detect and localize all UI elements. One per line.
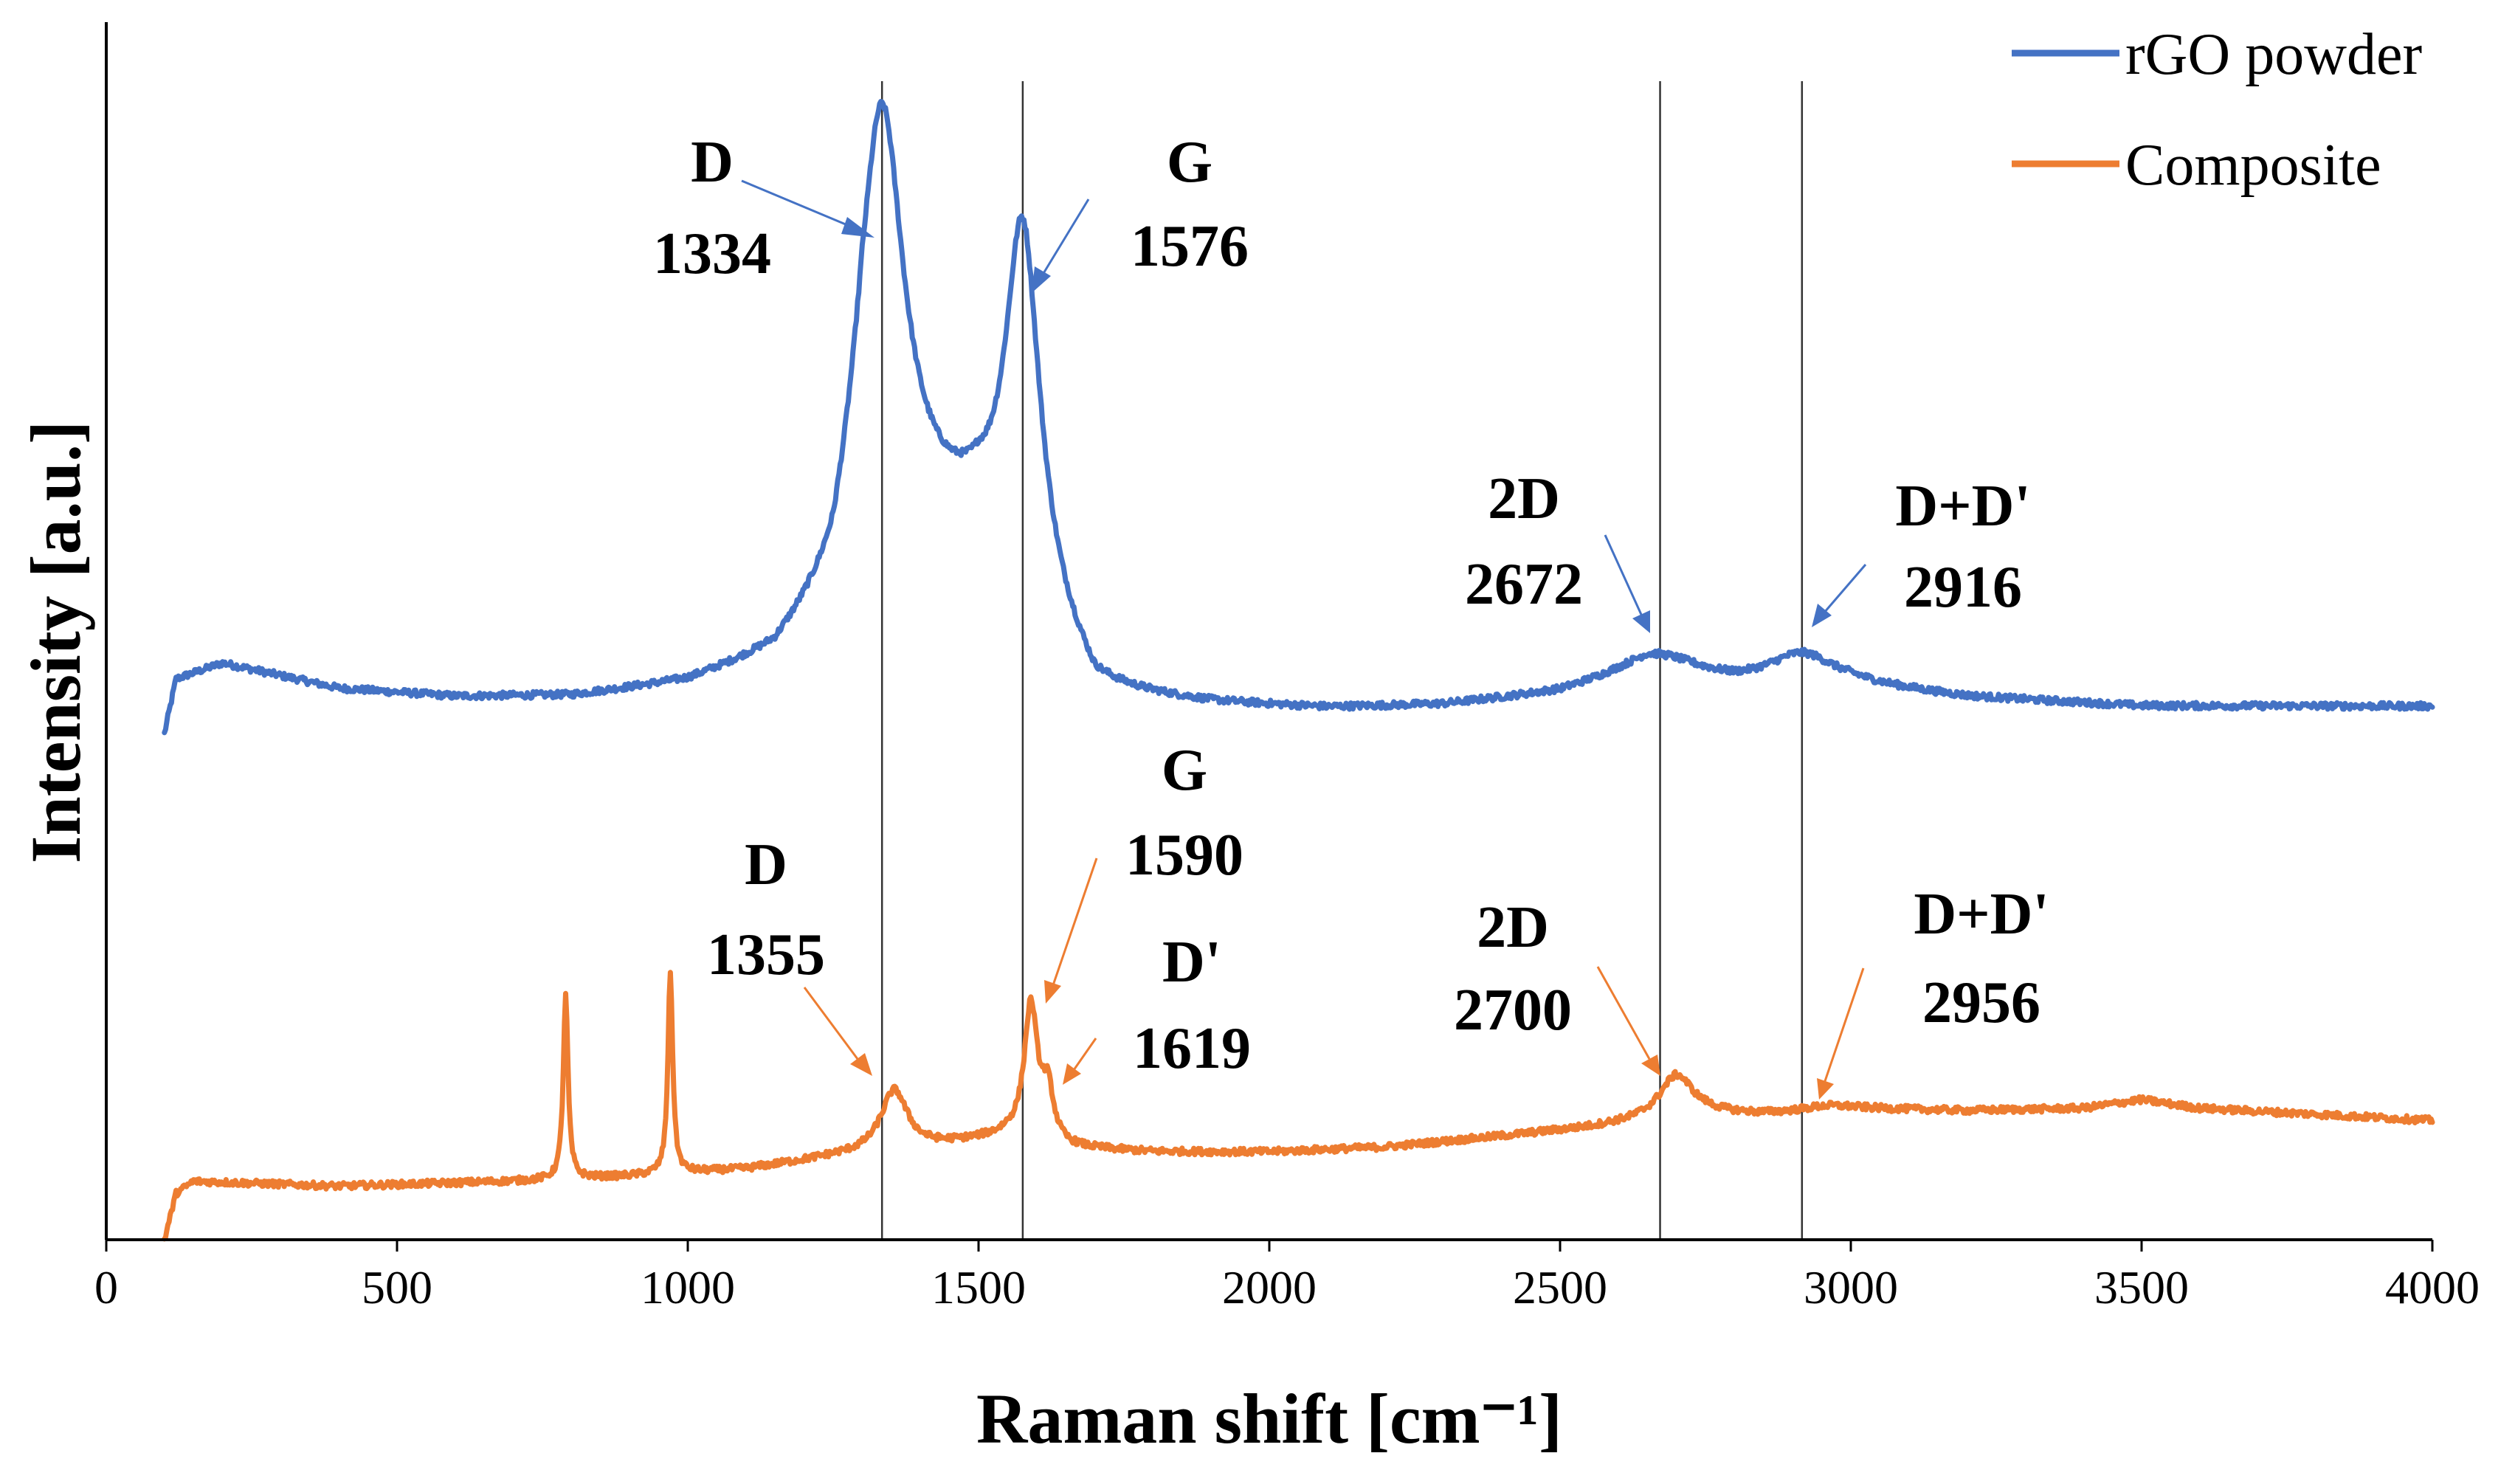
- ann-rgo-g-name: G: [1167, 130, 1212, 195]
- x-tick-label: 0: [94, 1261, 118, 1314]
- series-layer: [162, 99, 2435, 1242]
- ann-comp-dp-name: D': [1162, 930, 1221, 995]
- arrowhead-rgo-g: [1032, 266, 1051, 293]
- series-line-rgo-powder: [162, 99, 2435, 736]
- arrowhead-rgo-dd: [1812, 604, 1832, 627]
- ann-comp-2d-name: 2D: [1477, 895, 1549, 960]
- arrowhead-comp-dp: [1063, 1063, 1081, 1085]
- ann-rgo-dd-value: 2916: [1904, 555, 2022, 620]
- ann-rgo-d-value: 1334: [653, 221, 771, 286]
- ann-rgo-d-name: D: [691, 130, 734, 195]
- ann-rgo-2d-value: 2672: [1465, 552, 1583, 617]
- arrow-rgo-g: [1041, 199, 1090, 275]
- x-tick-label: 2000: [1222, 1261, 1317, 1314]
- x-ticks: [105, 1240, 2434, 1252]
- x-tick-label: 2500: [1513, 1261, 1607, 1314]
- ann-comp-dd-name: D+D': [1914, 882, 2049, 947]
- arrow-rgo-d: [741, 179, 857, 230]
- arrowhead-comp-2d: [1641, 1055, 1660, 1076]
- ann-comp-d-value: 1355: [707, 922, 825, 987]
- legend-label-rgo: rGO powder: [2125, 22, 2422, 87]
- arrowhead-comp-g: [1044, 980, 1061, 1004]
- reference-lines: [880, 81, 1804, 1240]
- arrowhead-comp-dd: [1817, 1078, 1834, 1100]
- annotation-arrows: [741, 179, 1867, 1100]
- ann-comp-dd-value: 2956: [1922, 970, 2040, 1035]
- series-line-composite: [162, 970, 2435, 1242]
- x-tick-labels: 0 500 1000 1500 2000 2500 3000 3500 4000: [94, 1261, 2480, 1314]
- arrow-comp-2d: [1596, 966, 1651, 1060]
- ann-comp-g-name: G: [1162, 738, 1207, 803]
- arrow-comp-dd: [1824, 967, 1865, 1082]
- arrowhead-rgo-d: [841, 217, 874, 238]
- arrow-rgo-dd: [1823, 564, 1867, 613]
- ann-comp-2d-value: 2700: [1454, 978, 1572, 1043]
- legend-label-composite: Composite: [2125, 133, 2381, 198]
- ann-comp-dp-value: 1619: [1133, 1016, 1251, 1081]
- ann-comp-g-value: 1590: [1125, 823, 1243, 888]
- x-tick-label: 4000: [2385, 1261, 2480, 1314]
- x-axis-title: Raman shift [cm⁻¹]: [976, 1379, 1562, 1458]
- ann-rgo-dd-name: D+D': [1895, 474, 2030, 539]
- x-tick-label: 3000: [1804, 1261, 1898, 1314]
- ann-rgo-g-value: 1576: [1131, 214, 1249, 279]
- arrow-comp-dp: [1072, 1038, 1097, 1071]
- annotation-labels: D 1334 G 1576 2D 2672 D+D' 2916 D 1355 G…: [653, 130, 2049, 1081]
- x-tick-label: 500: [362, 1261, 432, 1314]
- legend: rGO powder Composite: [2012, 22, 2422, 198]
- arrow-rgo-2d: [1604, 534, 1643, 617]
- x-tick-label: 1000: [641, 1261, 735, 1314]
- arrowhead-rgo-2d: [1632, 610, 1650, 633]
- ann-comp-d-name: D: [745, 832, 787, 897]
- arrow-comp-d: [803, 987, 859, 1060]
- x-tick-label: 1500: [931, 1261, 1026, 1314]
- x-tick-label: 3500: [2094, 1261, 2189, 1314]
- arrowhead-comp-d: [850, 1053, 872, 1076]
- ann-rgo-2d-name: 2D: [1488, 466, 1560, 531]
- arrow-comp-g: [1052, 857, 1098, 986]
- y-axis-title: Intensity [a.u.]: [16, 421, 95, 863]
